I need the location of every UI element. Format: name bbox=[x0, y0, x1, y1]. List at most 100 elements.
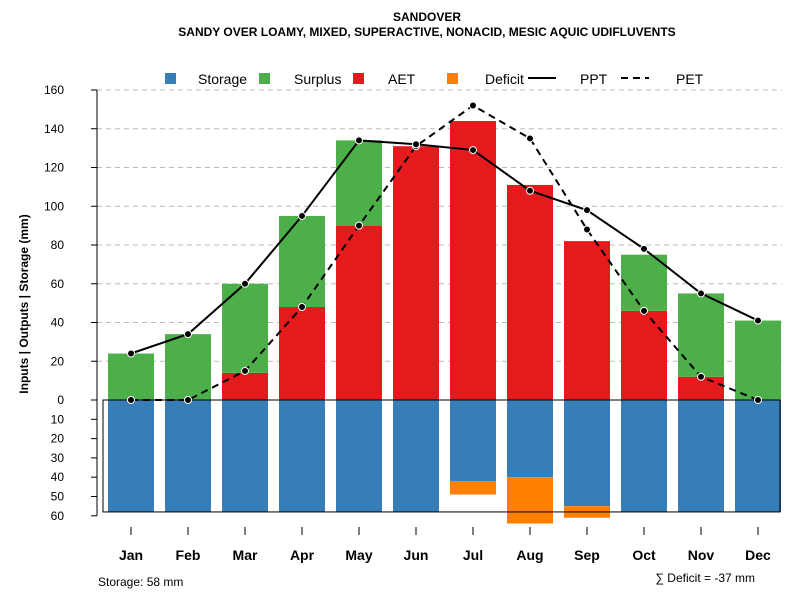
x-tick-label-mar: Mar bbox=[233, 547, 258, 563]
y-tick-label-140: 140 bbox=[44, 122, 64, 136]
x-tick-label-jan: Jan bbox=[119, 547, 143, 563]
bar-aet-oct bbox=[621, 310, 667, 400]
point-ppt-aug bbox=[526, 186, 534, 195]
point-ppt-oct bbox=[640, 244, 648, 253]
point-pet-jul bbox=[469, 101, 477, 110]
bar-storage-jun bbox=[393, 400, 439, 512]
bar-storage-oct bbox=[621, 400, 667, 512]
point-ppt-nov bbox=[697, 289, 705, 298]
point-pet-mar bbox=[241, 366, 249, 375]
point-pet-oct bbox=[640, 306, 648, 315]
legend: Storage Surplus AET Deficit PPT PET bbox=[165, 71, 704, 87]
bar-storage-jan bbox=[108, 400, 154, 512]
x-tick-label-feb: Feb bbox=[176, 547, 201, 563]
bar-aet-nov bbox=[678, 376, 724, 400]
y-tick-label-60: 60 bbox=[51, 277, 65, 291]
x-tick-label-sep: Sep bbox=[574, 547, 600, 563]
point-pet-aug bbox=[526, 134, 534, 143]
bar-storage-nov bbox=[678, 400, 724, 512]
point-ppt-may bbox=[355, 136, 363, 145]
bars bbox=[108, 121, 781, 524]
point-ppt-feb bbox=[184, 330, 192, 339]
point-ppt-apr bbox=[298, 211, 306, 220]
legend-label-surplus: Surplus bbox=[294, 71, 341, 87]
bar-aet-mar bbox=[222, 372, 268, 400]
x-tick-label-dec: Dec bbox=[745, 547, 771, 563]
legend-swatch-surplus bbox=[259, 73, 270, 84]
y-tick-label-lower-30: 30 bbox=[51, 451, 65, 465]
bar-storage-sep bbox=[564, 400, 610, 507]
storage-footnote: Storage: 58 mm bbox=[98, 575, 183, 589]
bar-surplus-dec bbox=[735, 320, 781, 400]
bar-surplus-may bbox=[336, 140, 382, 226]
bar-aet-aug bbox=[507, 184, 553, 400]
chart-subtitle: SANDY OVER LOAMY, MIXED, SUPERACTIVE, NO… bbox=[178, 25, 675, 39]
legend-swatch-deficit bbox=[447, 73, 458, 84]
bar-storage-aug bbox=[507, 400, 553, 478]
bar-surplus-jan bbox=[108, 353, 154, 400]
x-tick-label-oct: Oct bbox=[632, 547, 656, 563]
bar-deficit-jul bbox=[450, 481, 496, 495]
gridlines bbox=[97, 89, 782, 362]
bar-aet-jul bbox=[450, 121, 496, 400]
x-tick-label-jun: Jun bbox=[404, 547, 429, 563]
legend-swatch-storage bbox=[165, 73, 176, 84]
y-tick-label-100: 100 bbox=[44, 199, 64, 213]
line-ppt bbox=[130, 139, 759, 355]
bar-surplus-feb bbox=[165, 334, 211, 400]
bar-aet-may bbox=[336, 225, 382, 400]
line-pet bbox=[131, 104, 759, 401]
point-pet-dec bbox=[754, 396, 762, 404]
y-axis-label: Inputs | Outputs | Storage (mm) bbox=[17, 214, 31, 393]
point-pet-apr bbox=[298, 303, 306, 311]
bar-aet-sep bbox=[564, 241, 610, 400]
bar-storage-apr bbox=[279, 400, 325, 512]
legend-swatch-aet bbox=[353, 73, 364, 84]
x-tick-label-nov: Nov bbox=[688, 547, 715, 563]
point-pet-feb bbox=[184, 396, 192, 404]
point-ppt-sep bbox=[583, 206, 591, 215]
bar-aet-jun bbox=[393, 146, 439, 400]
bar-deficit-aug bbox=[507, 477, 553, 524]
bar-aet-apr bbox=[279, 307, 325, 400]
legend-label-ppt: PPT bbox=[580, 71, 608, 87]
legend-label-pet: PET bbox=[676, 71, 704, 87]
chart-title: SANDOVER bbox=[393, 10, 461, 24]
y-tick-label-lower-60: 60 bbox=[51, 509, 65, 523]
y-tick-label-20: 20 bbox=[51, 354, 65, 368]
x-tick-label-may: May bbox=[345, 547, 372, 563]
axes: 0 20 40 60 80 100 120 140 160 10 20 30 40 50 60 Jan Feb M… bbox=[44, 83, 771, 563]
storage-frame bbox=[102, 399, 781, 513]
point-pet-nov bbox=[697, 372, 705, 381]
deficit-footnote: ∑ Deficit = -37 mm bbox=[655, 571, 755, 585]
legend-label-deficit: Deficit bbox=[485, 71, 524, 87]
legend-label-aet: AET bbox=[388, 71, 416, 87]
x-tick-label-apr: Apr bbox=[290, 547, 315, 563]
y-tick-label-40: 40 bbox=[51, 316, 65, 330]
point-pet-jan bbox=[127, 396, 135, 404]
point-pet-sep bbox=[583, 225, 591, 234]
x-tick-label-aug: Aug bbox=[516, 547, 543, 563]
bar-storage-mar bbox=[222, 400, 268, 512]
bar-storage-dec bbox=[735, 400, 781, 512]
point-ppt-jan bbox=[127, 349, 135, 358]
x-tick-label-jul: Jul bbox=[463, 547, 483, 563]
y-tick-label-lower-50: 50 bbox=[51, 490, 65, 504]
y-tick-label-lower-40: 40 bbox=[51, 470, 65, 484]
point-ppt-mar bbox=[241, 279, 249, 288]
legend-label-storage: Storage bbox=[198, 71, 247, 87]
y-tick-label-lower-20: 20 bbox=[51, 432, 65, 446]
bar-storage-jul bbox=[450, 400, 496, 482]
point-pet-may bbox=[355, 221, 363, 230]
y-tick-label-lower-10: 10 bbox=[51, 412, 65, 426]
bar-surplus-oct bbox=[621, 254, 667, 311]
point-ppt-jun bbox=[412, 140, 420, 149]
y-tick-label-0: 0 bbox=[57, 393, 64, 407]
bar-storage-may bbox=[336, 400, 382, 512]
bar-storage-feb bbox=[165, 400, 211, 512]
series-lines bbox=[127, 101, 762, 404]
y-tick-label-160: 160 bbox=[44, 83, 64, 97]
bar-surplus-apr bbox=[279, 215, 325, 307]
y-tick-label-120: 120 bbox=[44, 161, 64, 175]
